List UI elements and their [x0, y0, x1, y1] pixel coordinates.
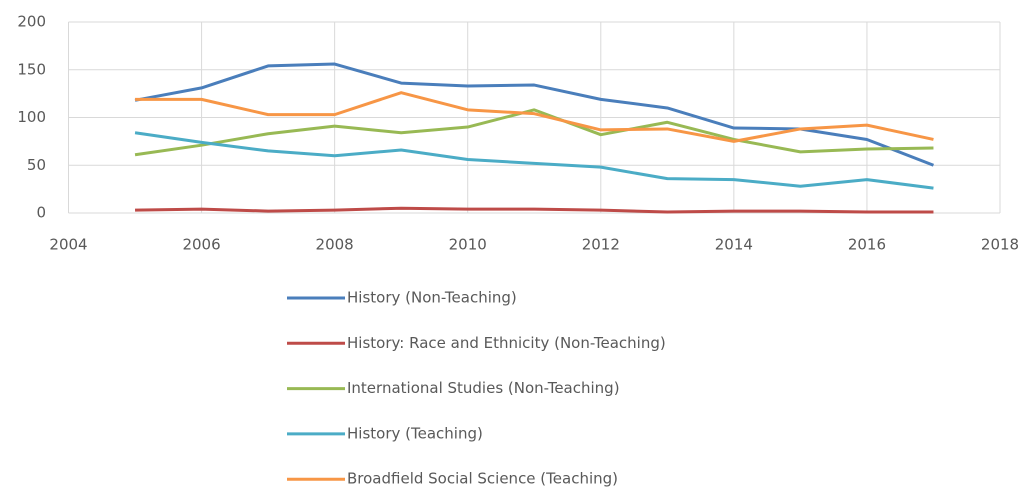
series-line — [135, 206, 934, 214]
x-tick-label: 2014 — [715, 236, 753, 254]
x-tick-label: 2012 — [582, 236, 620, 254]
x-tick-label: 2004 — [49, 236, 87, 254]
x-tick-label: 2016 — [848, 236, 886, 254]
y-tick-label: 50 — [27, 156, 46, 174]
series-line — [134, 108, 934, 157]
x-tick-label: 2008 — [316, 236, 354, 254]
legend-label: History: Race and Ethnicity (Non-Teachin… — [347, 334, 666, 352]
x-tick-label: 2010 — [449, 236, 487, 254]
series-line — [135, 91, 934, 143]
y-tick-label: 100 — [17, 108, 46, 126]
legend-label: Broadfield Social Science (Teaching) — [347, 470, 618, 488]
y-tick-label: 200 — [17, 13, 46, 31]
x-tick-label: 2006 — [182, 236, 220, 254]
y-tick-label: 150 — [17, 60, 46, 78]
x-tick-label: 2018 — [981, 236, 1019, 254]
legend-label: International Studies (Non-Teaching) — [347, 379, 620, 397]
legend-label: History (Non-Teaching) — [347, 289, 517, 307]
series-line — [134, 131, 934, 190]
y-tick-label: 0 — [36, 204, 46, 222]
legend-label: History (Teaching) — [347, 424, 483, 442]
